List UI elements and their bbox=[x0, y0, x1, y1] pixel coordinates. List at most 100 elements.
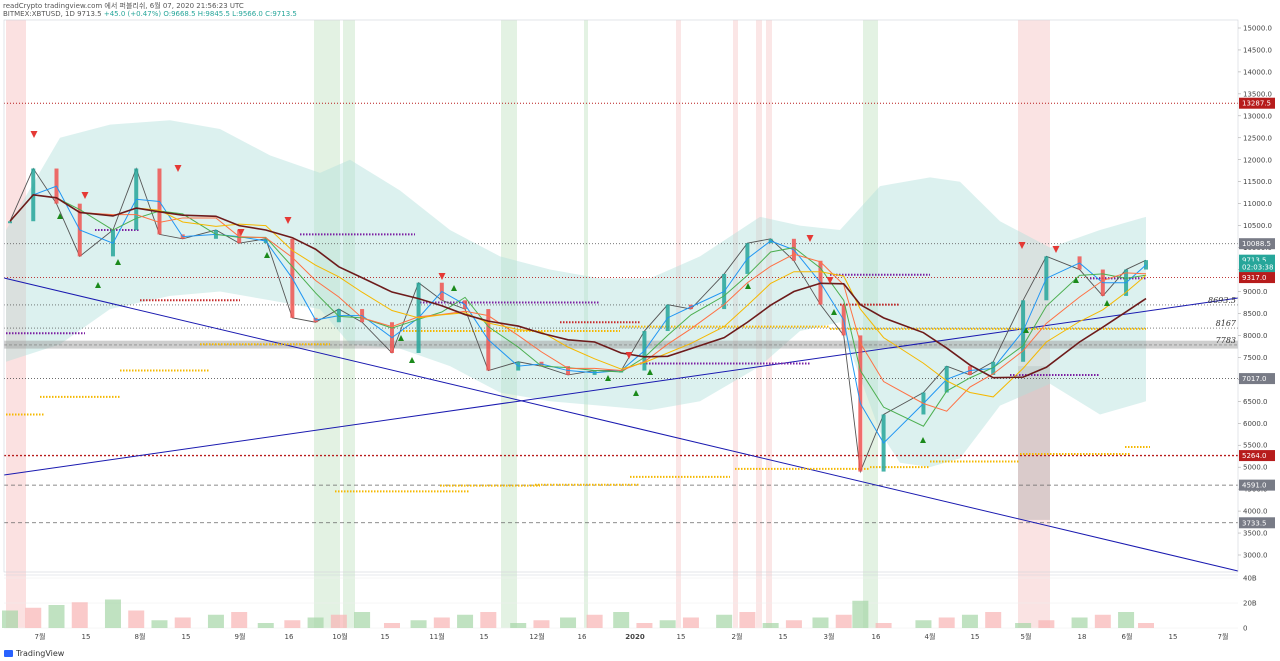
trendlines bbox=[3, 277, 1239, 572]
highlight-band bbox=[343, 20, 355, 628]
grey-zone bbox=[1018, 366, 1050, 520]
date-tick-label: 5월 bbox=[1021, 632, 1032, 641]
buy-signal bbox=[920, 437, 926, 443]
volume-bar bbox=[383, 623, 400, 628]
volume-bar bbox=[1094, 614, 1111, 628]
price-tick-label: 15000.0 bbox=[1243, 25, 1272, 33]
price-tag-label: 3733.5 bbox=[1242, 519, 1267, 527]
volume-bar bbox=[48, 605, 65, 628]
date-tick-label: 7월 bbox=[35, 632, 46, 641]
ma-fast bbox=[9, 185, 1147, 444]
volume-bar bbox=[231, 612, 248, 628]
buy-signal bbox=[1073, 277, 1079, 283]
date-tick-label: 15 bbox=[480, 633, 489, 641]
change-label: +45.0 (+0.47%) bbox=[103, 10, 162, 18]
buy-signal bbox=[57, 213, 63, 219]
sell-signal bbox=[81, 192, 89, 199]
volume-bar bbox=[1015, 623, 1032, 628]
sell-signal bbox=[438, 273, 446, 280]
moving-averages bbox=[9, 185, 1147, 444]
volume-bar bbox=[1038, 620, 1055, 628]
price-tag-label: 10088.5 bbox=[1242, 240, 1271, 248]
volume-bar bbox=[875, 623, 892, 628]
volume-bar bbox=[433, 617, 450, 628]
price-line bbox=[9, 167, 1147, 474]
price-candle bbox=[8, 221, 12, 224]
ma-orange bbox=[9, 194, 1147, 412]
buy-signal bbox=[398, 335, 404, 341]
level-annotation: 8167 bbox=[1216, 319, 1237, 328]
volume-bar bbox=[785, 620, 802, 628]
volume-bar bbox=[307, 617, 324, 628]
plot-frame bbox=[3, 19, 1239, 573]
price-tag-label: 7017.0 bbox=[1242, 375, 1267, 383]
buy-signal bbox=[745, 283, 751, 289]
price-tag-label: 4591.0 bbox=[1242, 482, 1267, 490]
date-tick-label: 12월 bbox=[529, 632, 544, 641]
price-tick-label: 9000.0 bbox=[1243, 288, 1268, 296]
date-tick-label: 8월 bbox=[135, 632, 146, 641]
watermark-text: TradingView bbox=[16, 649, 65, 658]
date-tick-label: 15 bbox=[381, 633, 390, 641]
price-tag bbox=[1239, 272, 1275, 284]
date-tick-label: 6월 bbox=[1122, 632, 1133, 641]
date-tick-label: 16 bbox=[285, 633, 294, 641]
sell-signal bbox=[1052, 246, 1060, 253]
price-tick-label: 13500.0 bbox=[1243, 90, 1272, 98]
price-tag-label: 9713.5 bbox=[1242, 257, 1267, 265]
volume-bar bbox=[812, 617, 829, 628]
date-tick-label: 2월 bbox=[732, 632, 743, 641]
date-tick-label: 2020 bbox=[625, 633, 645, 641]
descending-trendline bbox=[3, 277, 1239, 572]
axes: 15000.0 14500.0 14000.0 13500.0 13000.0 12500… bbox=[3, 19, 1272, 641]
volume-bar bbox=[330, 614, 347, 628]
sell-signal bbox=[1018, 242, 1026, 249]
ohlc-label: O:9668.5 H:9845.5 L:9566.0 C:9713.5 bbox=[163, 10, 297, 18]
sell-signal bbox=[30, 131, 38, 138]
chart-publish-info: readCrypto tradingview.com 에서 퍼블리쉬, 6월 0… bbox=[3, 2, 244, 10]
price-tags: 8693.5 8167 7783 13287.5 10088.5 9713.502:03:… bbox=[1208, 97, 1275, 529]
buy-signal bbox=[647, 369, 653, 375]
price-tag-label: 9317.0 bbox=[1242, 274, 1267, 282]
date-tick-label: 10월 bbox=[332, 632, 347, 641]
sell-signal bbox=[826, 277, 834, 284]
date-tick-label: 16 bbox=[578, 633, 587, 641]
volume-bar bbox=[852, 600, 869, 628]
price-tick-label: 14000.0 bbox=[1243, 68, 1272, 76]
price-tick-label: 12500.0 bbox=[1243, 134, 1272, 142]
buy-signal bbox=[831, 309, 837, 315]
price-tick-label: 10500.0 bbox=[1243, 222, 1272, 230]
dot-levels bbox=[6, 229, 1150, 493]
volume-bar bbox=[104, 599, 121, 628]
level-annotation: 8693.5 bbox=[1208, 296, 1236, 305]
highlight-band bbox=[6, 20, 26, 628]
price-tick-label: 7500.0 bbox=[1243, 354, 1268, 362]
tradingview-logo-icon bbox=[4, 650, 13, 657]
volume-bar bbox=[716, 614, 733, 628]
volume-bar bbox=[71, 602, 88, 628]
volume-tick-label: 40B bbox=[1243, 575, 1257, 583]
price-tick-label: 5500.0 bbox=[1243, 442, 1268, 450]
volume-bar bbox=[2, 610, 18, 628]
price-tag bbox=[1239, 238, 1275, 250]
volume-bar bbox=[636, 623, 653, 628]
date-tick-label: 15 bbox=[82, 633, 91, 641]
level-annotation: 7783 bbox=[1216, 336, 1236, 345]
price-tag bbox=[1239, 254, 1275, 266]
volume-bar bbox=[410, 620, 427, 628]
volume-bar bbox=[586, 614, 603, 628]
price-tick-label: 4000.0 bbox=[1243, 508, 1268, 516]
volume-bar bbox=[1071, 617, 1088, 628]
volume-bar bbox=[174, 617, 191, 628]
date-tick-label: 15 bbox=[182, 633, 191, 641]
buy-signal bbox=[115, 259, 121, 265]
price-tick-label: 6000.0 bbox=[1243, 420, 1268, 428]
volume-bar bbox=[961, 614, 978, 628]
date-tick-label: 18 bbox=[1078, 633, 1087, 641]
volume-bar bbox=[985, 612, 1002, 628]
volume-bar bbox=[25, 607, 42, 628]
date-tick-label: 15 bbox=[779, 633, 788, 641]
volume-bar bbox=[533, 620, 550, 628]
buy-signal bbox=[95, 282, 101, 288]
